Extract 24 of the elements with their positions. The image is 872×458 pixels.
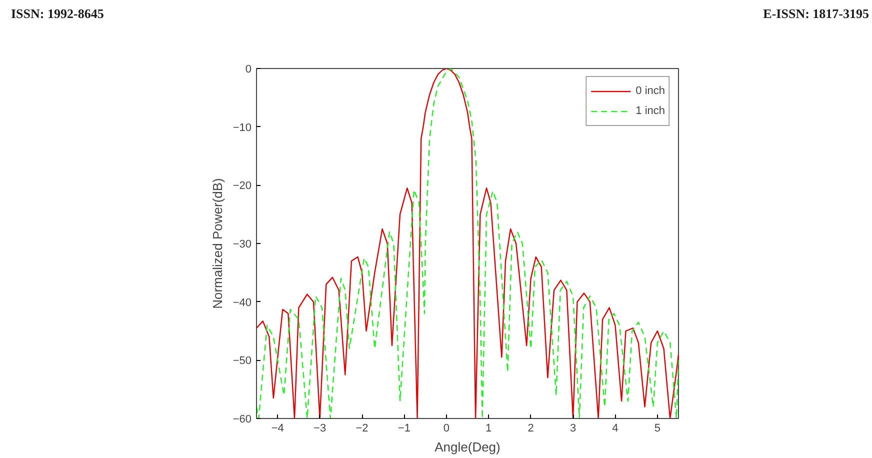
y-tick-label: −30 (232, 238, 252, 250)
y-tick-label: 0 (245, 64, 252, 76)
y-axis-title: Normalized Power(dB) (210, 178, 225, 309)
x-tick-label: 0 (443, 422, 450, 434)
x-axis-title: Angle(Deg) (434, 440, 500, 454)
x-tick-label: 2 (528, 422, 534, 434)
y-tick-label: −20 (232, 180, 252, 192)
legend-label: 0 inch (636, 85, 665, 97)
x-tick-label: −2 (356, 422, 368, 434)
x-tick-label: −4 (271, 422, 284, 434)
x-tick-label: 3 (570, 422, 576, 434)
x-tick-label: 4 (612, 422, 618, 434)
y-tick-label: −60 (232, 414, 252, 426)
x-tick-label: −3 (314, 422, 326, 434)
y-tick-label: −50 (232, 355, 252, 368)
y-tick-label: −40 (232, 296, 252, 309)
text: ISSN: 1992-8645 (11, 5, 104, 23)
x-tick-label: 5 (654, 422, 660, 434)
text: E-ISSN: 1817-3195 (763, 5, 869, 23)
line-series (256, 68, 678, 418)
x-tick-label: −1 (398, 422, 410, 434)
legend-label: 1 inch (636, 105, 665, 117)
y-tick-label: −10 (232, 122, 252, 134)
x-tick-label: 1 (486, 422, 492, 434)
